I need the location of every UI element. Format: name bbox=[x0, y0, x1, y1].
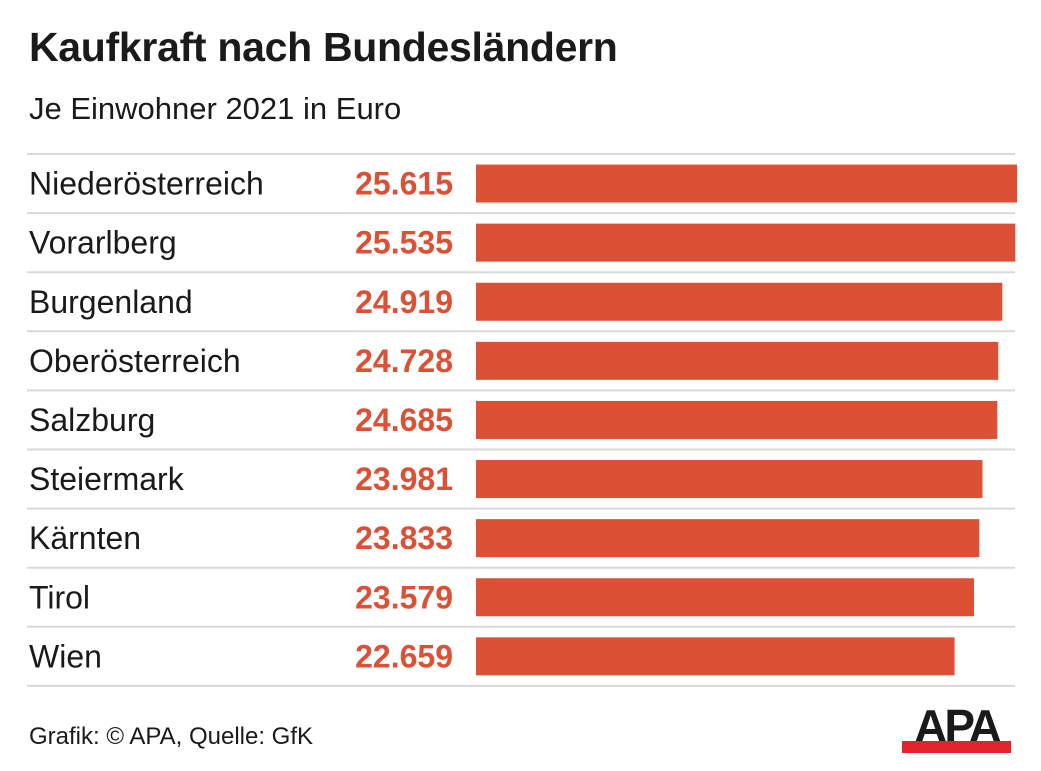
source-credit: Grafik: © APA, Quelle: GfK bbox=[29, 723, 314, 750]
bar bbox=[476, 400, 998, 439]
chart-title: Kaufkraft nach Bundesländern bbox=[29, 24, 618, 70]
category-label: Steiermark bbox=[29, 461, 185, 497]
value-label: 24.919 bbox=[355, 284, 453, 320]
bar bbox=[476, 164, 1017, 203]
value-label: 23.981 bbox=[355, 461, 453, 497]
category-label: Salzburg bbox=[29, 402, 155, 438]
bar bbox=[476, 519, 980, 558]
bar bbox=[476, 341, 999, 380]
value-label: 25.535 bbox=[355, 225, 453, 261]
value-label: 22.659 bbox=[355, 638, 453, 674]
category-label: Kärnten bbox=[29, 520, 141, 556]
bar bbox=[476, 578, 974, 617]
value-label: 24.685 bbox=[355, 402, 453, 438]
value-label: 25.615 bbox=[355, 166, 453, 202]
chart-subtitle: Je Einwohner 2021 in Euro bbox=[29, 91, 402, 126]
category-label: Vorarlberg bbox=[29, 225, 177, 261]
bar bbox=[476, 282, 1003, 321]
apa-logo-bar bbox=[902, 741, 1011, 753]
category-label: Tirol bbox=[29, 579, 90, 615]
value-label: 24.728 bbox=[355, 343, 453, 379]
value-label: 23.833 bbox=[355, 520, 453, 556]
value-label: 23.579 bbox=[355, 579, 453, 615]
bar bbox=[476, 637, 955, 676]
bar bbox=[476, 223, 1016, 262]
bar bbox=[476, 460, 983, 499]
bar-chart: Niederösterreich 25.615 Vorarlberg 25.535 Bu… bbox=[27, 153, 1017, 687]
apa-logo: APA bbox=[902, 705, 1011, 753]
category-label: Niederösterreich bbox=[29, 166, 264, 202]
category-label: Oberösterreich bbox=[29, 343, 241, 379]
category-label: Wien bbox=[29, 638, 102, 674]
category-label: Burgenland bbox=[29, 284, 193, 320]
